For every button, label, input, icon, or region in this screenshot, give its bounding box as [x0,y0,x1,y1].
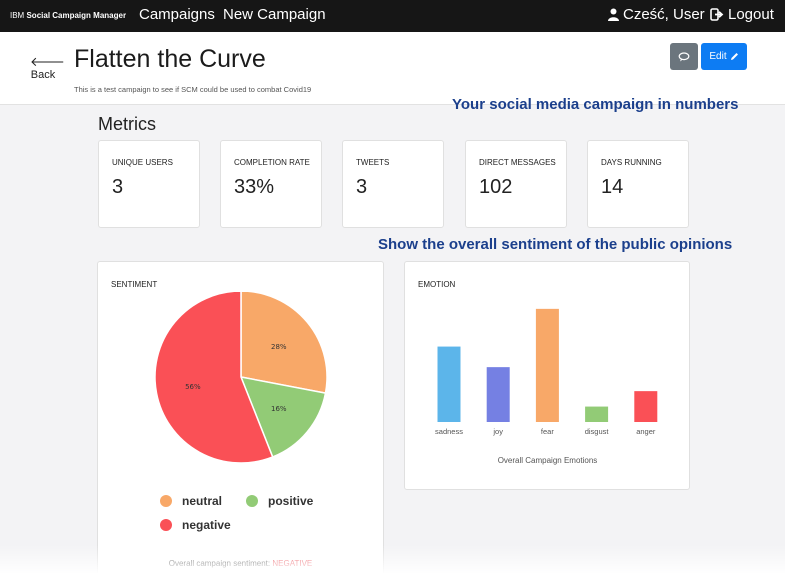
legend-swatch-negative [160,519,172,531]
top-navbar: IBM Social Campaign Manager Campaigns Ne… [0,0,785,32]
emotion-bar-sadness[interactable] [437,346,461,422]
arrow-left-icon: 🡐 [30,54,65,69]
legend-label-neutral: neutral [182,494,223,508]
page-title: Flatten the Curve [74,45,266,73]
logout-link[interactable]: Logout [710,6,774,23]
emotion-caption: Overall Campaign Emotions [497,456,598,465]
edit-label: Edit [709,51,727,62]
page-header [0,32,785,105]
sentiment-panel: SENTIMENT 28% 16% 56% neutral positive neg… [97,261,384,573]
overall-sentiment-value: NEGATIVE [272,559,313,568]
pie-slice-positive[interactable] [239,376,327,458]
metric-card-tweets: TWEETS 3 [342,140,444,228]
legend-item-positive[interactable]: positive [246,494,313,508]
overall-sentiment-label: Overall campaign sentiment: [168,559,271,568]
legend-swatch-neutral [160,495,172,507]
pie-label-negative: 56% [185,383,201,391]
metric-card-days-running: DAYS RUNNING 14 [587,140,689,228]
metric-value: 3 [356,176,368,198]
metric-value: 3 [112,176,124,198]
logout-icon [710,8,724,21]
emotion-bar-joy[interactable] [486,367,510,422]
legend-item-neutral[interactable]: neutral [160,494,222,508]
metric-label: COMPLETION RATE [234,158,310,167]
brand-prefix: IBM [10,11,25,20]
emotion-title: EMOTION [418,280,456,289]
pencil-icon [730,53,738,60]
metric-label: TWEETS [356,158,390,167]
annotation-sentiment: Show the overall sentiment of the public… [378,236,733,253]
emotion-bar-fear[interactable] [535,308,559,422]
metric-value: 33% [234,176,275,198]
legend-label-negative: negative [182,518,231,532]
back-label: Back [30,69,56,81]
emotion-tick-anger: anger [636,427,656,436]
emotion-tick-sadness: sadness [435,427,463,436]
legend-item-negative[interactable]: negative [160,518,231,532]
user-menu-link[interactable]: Cześć, User [608,6,705,23]
sentiment-pie-chart: 28% 16% 56% [154,292,328,464]
pie-label-neutral: 28% [271,343,287,351]
nav-campaigns-link[interactable]: Campaigns [139,6,215,23]
metric-label: DIRECT MESSAGES [479,158,556,167]
metric-card-completion-rate: COMPLETION RATE 33% [220,140,322,228]
brand-logo[interactable]: IBM Social Campaign Manager [10,11,126,20]
emotion-bar-anger[interactable] [634,391,658,422]
comment-icon [678,51,690,61]
annotation-numbers: Your social media campaign in numbers [452,96,739,113]
logout-label: Logout [728,6,774,23]
metric-label: DAYS RUNNING [601,158,662,167]
metric-card-direct-messages: DIRECT MESSAGES 102 [465,140,567,228]
emotion-bar-chart: sadness joy fear disgust anger [435,308,658,436]
emotion-tick-joy: joy [492,427,503,436]
emotion-tick-disgust: disgust [585,427,610,436]
emotion-tick-fear: fear [541,427,554,436]
pie-label-positive: 16% [271,405,287,413]
emotion-panel: EMOTION sadness joy fear disgust anger Overa… [404,261,690,490]
legend-swatch-positive [246,495,258,507]
overall-sentiment-note: Overall campaign sentiment: NEGATIVE [98,559,383,568]
back-button[interactable]: 🡐 Back [30,54,65,81]
legend-label-positive: positive [268,494,314,508]
emotion-bar-disgust[interactable] [585,406,609,422]
nav-new-campaign-link[interactable]: New Campaign [223,6,326,23]
metric-value: 102 [479,176,513,198]
user-name: Cześć, User [623,6,705,23]
comments-button[interactable] [670,43,698,70]
metric-value: 14 [601,176,624,198]
pie-slice-neutral[interactable] [240,292,328,394]
page-subtitle: This is a test campaign to see if SCM co… [74,85,312,94]
brand-name: Social Campaign Manager [26,11,127,20]
metrics-heading: Metrics [98,114,156,134]
edit-button[interactable]: Edit [701,43,747,70]
sentiment-title: SENTIMENT [111,280,158,289]
pie-slice-negative[interactable] [154,292,274,464]
user-icon [608,8,619,21]
metric-card-unique-users: UNIQUE USERS 3 [98,140,200,228]
metric-label: UNIQUE USERS [112,158,173,167]
